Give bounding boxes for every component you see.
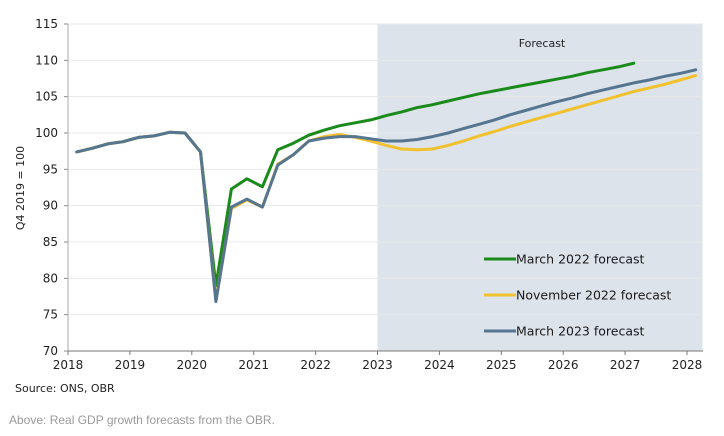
y-tick-label: 105 [35, 90, 58, 104]
x-tick-label: 2018 [53, 358, 84, 372]
forecast-shaded-region [377, 24, 703, 351]
y-tick-label: 100 [35, 126, 58, 140]
y-tick-label: 110 [35, 53, 58, 67]
gdp-forecast-chart: 70 75 80 85 90 95 100 105 110 115 2018 2019 2020 2021… [14, 17, 703, 372]
y-tick-label: 80 [43, 271, 58, 285]
x-tick-label: 2023 [362, 358, 393, 372]
x-tick-label: 2027 [610, 358, 641, 372]
series-line-march-2023-forecast [75, 68, 698, 304]
y-tick-label: 85 [43, 235, 58, 249]
forecast-annotation: Forecast [519, 37, 566, 50]
y-tick-label: 70 [43, 344, 58, 358]
y-axis-title: Q4 2019 = 100 [14, 146, 27, 230]
y-tick-label: 115 [35, 17, 58, 31]
x-tick-label: 2020 [177, 358, 208, 372]
y-tick-label: 75 [43, 308, 58, 322]
legend-label-march-2022-forecast: March 2022 forecast [516, 252, 645, 267]
x-tick-label: 2024 [424, 358, 455, 372]
y-tick-label: 90 [43, 199, 58, 213]
x-tick-label: 2028 [672, 358, 703, 372]
x-tick-label: 2021 [238, 358, 269, 372]
legend-label-march-2023-forecast: March 2023 forecast [516, 324, 645, 339]
x-tick-label: 2026 [548, 358, 579, 372]
x-tick-label: 2019 [115, 358, 146, 372]
x-tick-label: 2025 [486, 358, 517, 372]
legend-label-november-2022-forecast: November 2022 forecast [516, 288, 671, 303]
x-tick-label: 2022 [300, 358, 331, 372]
caption: Above: Real GDP growth forecasts from th… [9, 413, 275, 427]
y-tick-label: 95 [43, 162, 58, 176]
source-note: Source: ONS, OBR [15, 382, 115, 395]
